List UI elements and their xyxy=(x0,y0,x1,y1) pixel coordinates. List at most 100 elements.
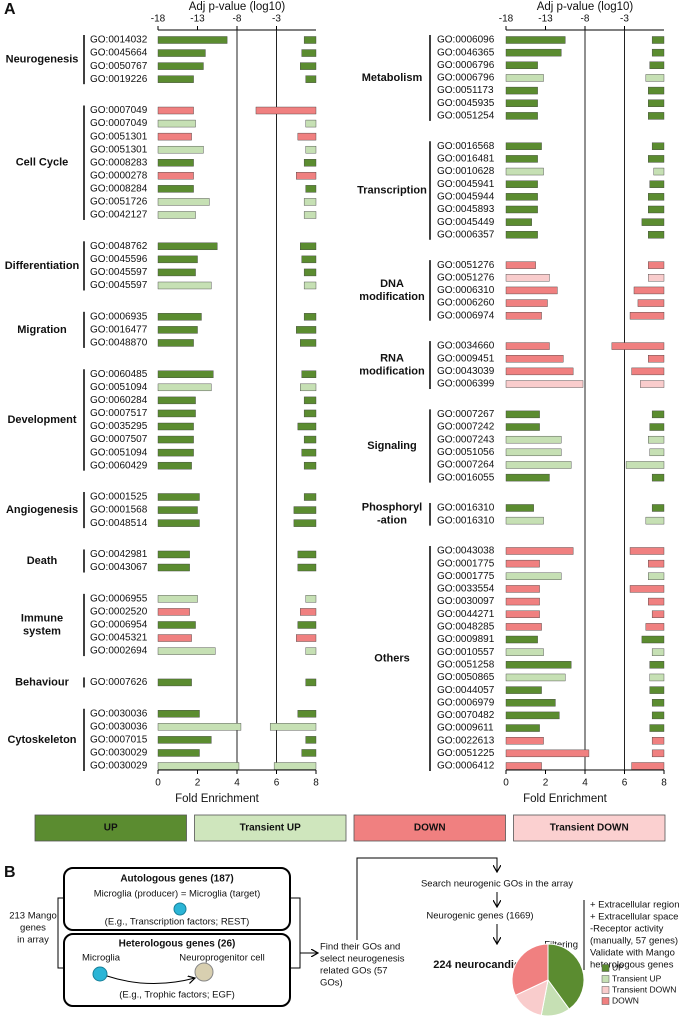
go-label: GO:0007626 xyxy=(90,677,148,688)
fold-bar xyxy=(157,710,200,718)
pvalue-bar xyxy=(305,678,317,687)
go-label: GO:0007517 xyxy=(90,408,148,419)
pvalue-bar xyxy=(633,286,665,295)
top-tick-label: -8 xyxy=(581,14,590,25)
fold-bar xyxy=(157,255,198,264)
fold-bar xyxy=(505,180,538,188)
pvalue-bar xyxy=(631,367,665,376)
group-label: Others xyxy=(374,652,409,664)
pie-legend-label: Transient DOWN xyxy=(612,984,676,994)
go-label: GO:0051094 xyxy=(90,447,148,458)
box-text: (E.g., Trophic factors; EGF) xyxy=(119,990,235,1001)
fold-bar xyxy=(505,36,566,44)
step-text: Neurogenic genes (1669) xyxy=(426,911,533,922)
go-label: GO:0060284 xyxy=(90,395,148,406)
legend-label: Transient DOWN xyxy=(550,823,629,834)
go-label: GO:0043067 xyxy=(90,562,148,573)
fold-bar xyxy=(157,119,196,128)
fold-bar xyxy=(505,762,542,770)
fold-bar xyxy=(157,736,212,744)
pvalue-bar xyxy=(645,623,665,631)
go-label: GO:0008283 xyxy=(90,157,148,168)
go-label: GO:0007015 xyxy=(90,735,148,746)
pvalue-bar xyxy=(611,342,665,350)
pvalue-bar xyxy=(297,550,317,559)
fold-bar xyxy=(157,723,242,731)
go-label: GO:0016310 xyxy=(437,503,495,514)
fold-bar xyxy=(157,608,190,616)
fold-bar xyxy=(505,367,574,376)
fold-bar xyxy=(505,299,548,307)
pvalue-bar xyxy=(651,737,665,745)
pvalue-bar xyxy=(631,762,665,770)
fold-bar xyxy=(157,749,200,757)
go-label: GO:0050767 xyxy=(90,61,148,72)
fold-bar xyxy=(157,145,204,154)
pvalue-bar xyxy=(303,268,317,277)
go-label: GO:0002694 xyxy=(90,646,148,657)
go-label: GO:0007049 xyxy=(90,105,148,116)
pvalue-bar xyxy=(305,119,317,128)
pvalue-bar xyxy=(305,185,317,193)
fold-bar xyxy=(505,661,572,669)
go-label: GO:0030036 xyxy=(90,721,148,732)
go-label: GO:0051094 xyxy=(90,382,148,393)
go-label: GO:0006796 xyxy=(437,73,495,84)
pvalue-bar xyxy=(297,132,317,141)
go-label: GO:0060485 xyxy=(90,369,148,380)
pvalue-bar xyxy=(303,396,317,405)
pvalue-bar xyxy=(648,597,665,606)
pvalue-bar xyxy=(296,172,317,180)
pvalue-bar xyxy=(629,312,665,320)
fold-bar xyxy=(505,423,540,431)
go-label: GO:0044271 xyxy=(437,609,495,620)
pvalue-bar xyxy=(648,155,665,163)
pvalue-bar xyxy=(300,383,317,392)
top-tick-label: -3 xyxy=(272,14,281,25)
go-label: GO:0045321 xyxy=(90,633,148,644)
pvalue-bar xyxy=(297,563,317,572)
panel-label: B xyxy=(4,864,16,881)
fold-bar xyxy=(157,75,194,83)
pvalue-bar xyxy=(300,339,317,347)
go-label: GO:0006935 xyxy=(90,311,148,322)
go-label: GO:0030029 xyxy=(90,748,148,759)
go-label: GO:0016055 xyxy=(437,472,495,483)
go-label: GO:0045597 xyxy=(90,280,148,291)
fold-bar xyxy=(157,493,200,501)
pvalue-bar xyxy=(649,661,665,669)
pvalue-bar xyxy=(305,595,317,603)
fold-bar xyxy=(505,218,532,226)
go-label: GO:0001568 xyxy=(90,505,148,516)
group-label: Development xyxy=(7,414,76,426)
pvalue-bar xyxy=(648,231,665,239)
fold-bar xyxy=(157,563,190,572)
pvalue-bar xyxy=(297,710,317,718)
go-label: GO:0002520 xyxy=(90,607,148,618)
go-label: GO:0016310 xyxy=(437,515,495,526)
pvalue-bar xyxy=(293,506,317,514)
filter-text: Validate with Mango xyxy=(590,948,675,959)
autologous-box xyxy=(63,867,291,931)
go-label: GO:0019226 xyxy=(90,74,148,85)
group-label: Metabolism xyxy=(362,72,423,84)
go-label: GO:0051254 xyxy=(437,111,495,122)
fold-bar xyxy=(505,274,550,282)
go-label: GO:0060429 xyxy=(90,460,148,471)
bottom-axis-title: Fold Enrichment xyxy=(175,793,260,805)
go-label: GO:0051726 xyxy=(90,197,148,208)
pvalue-bar xyxy=(300,62,317,70)
go-label: GO:0016568 xyxy=(437,141,495,152)
workflow-diagram: 213 Mango genes in array Autologous gene… xyxy=(9,857,680,1007)
go-label: GO:0009611 xyxy=(437,723,494,734)
go-label: GO:0006357 xyxy=(437,229,495,240)
pie-legend-swatch xyxy=(601,964,610,972)
go-label: GO:0030097 xyxy=(437,596,495,607)
fold-bar xyxy=(157,370,214,378)
go-label: GO:0006954 xyxy=(90,620,148,631)
fold-bar xyxy=(505,142,542,150)
pvalue-bar xyxy=(645,74,665,82)
pvalue-bar xyxy=(648,99,665,107)
pvalue-bar xyxy=(303,435,317,444)
fold-bar xyxy=(505,699,556,707)
